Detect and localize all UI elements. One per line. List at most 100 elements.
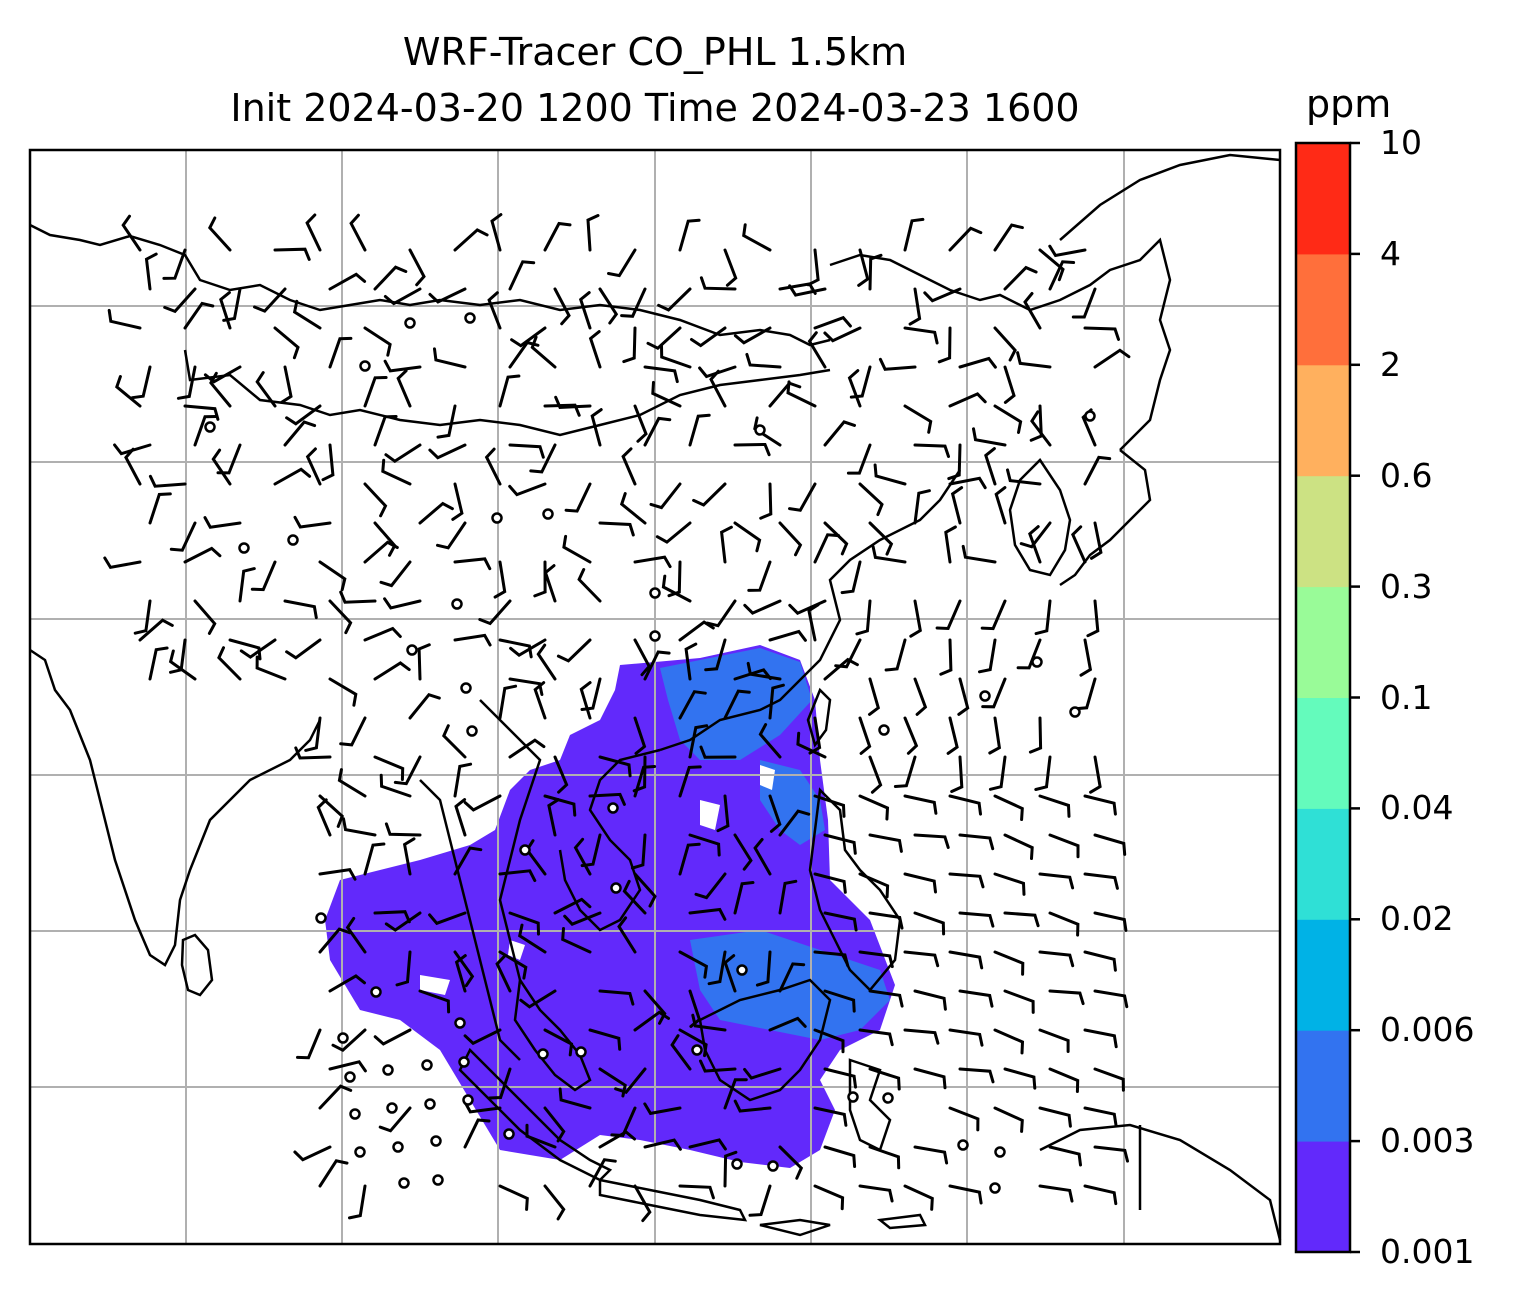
wind-barb — [993, 950, 1025, 976]
wind-barb — [417, 643, 431, 681]
wind-barb — [688, 1138, 727, 1151]
wind-barb — [402, 837, 416, 876]
calm-wind-marker — [464, 312, 476, 324]
wind-barb — [633, 638, 652, 677]
wind-barb — [373, 415, 398, 447]
wind-barb — [318, 1084, 353, 1110]
wind-barb — [884, 638, 907, 672]
wind-barb — [253, 287, 287, 313]
wind-barb — [1030, 410, 1052, 447]
wind-barb — [508, 443, 545, 459]
wind-barb — [328, 1060, 367, 1073]
calm-wind-marker — [882, 1092, 894, 1104]
wind-barb — [823, 989, 856, 1013]
wind-barb — [115, 375, 142, 408]
wind-barb — [759, 482, 773, 520]
wind-barb — [755, 950, 772, 987]
wind-barb — [384, 911, 422, 932]
colorbar-segment — [1296, 808, 1350, 920]
wind-barb — [858, 482, 884, 517]
wind-barb — [556, 638, 592, 663]
wind-barb — [980, 599, 1007, 631]
wind-barb — [1038, 1028, 1070, 1053]
wind-barb — [598, 287, 619, 325]
wind-barb — [913, 833, 950, 849]
wind-barb — [579, 681, 592, 720]
wind-barb — [554, 395, 592, 409]
wind-barb — [778, 879, 798, 915]
wind-barb — [384, 822, 422, 837]
gridlines — [30, 150, 1280, 1244]
calm-wind-marker — [386, 1102, 398, 1114]
wind-barb — [1093, 348, 1131, 369]
wind-barb — [228, 638, 262, 661]
wind-barb — [1003, 989, 1035, 1014]
wind-barb — [453, 228, 489, 252]
calm-wind-marker — [1084, 410, 1096, 422]
wind-barb — [823, 420, 856, 447]
philippines-coast — [808, 787, 902, 992]
map-title-line-2: Init 2024-03-20 1200 Time 2024-03-23 160… — [230, 86, 1080, 130]
wind-barb — [813, 794, 846, 818]
wind-barb — [667, 560, 682, 598]
mongolia-border — [183, 349, 831, 437]
colorbar-segment — [1296, 1141, 1350, 1253]
wind-barb — [563, 911, 602, 926]
calm-wind-marker — [349, 1108, 361, 1120]
wind-barb — [283, 599, 318, 620]
wind-barb — [328, 336, 353, 369]
wind-barb — [1029, 404, 1043, 442]
calm-wind-marker — [354, 1146, 366, 1158]
plume-gap-2 — [700, 800, 720, 830]
wind-barb — [1071, 287, 1097, 319]
wind-barb — [858, 1184, 894, 1203]
wind-barb — [1048, 833, 1080, 859]
russia-china-border — [829, 237, 1172, 451]
wind-barb — [363, 626, 402, 642]
wind-barb — [1048, 911, 1080, 937]
wind-barb — [788, 482, 817, 512]
wind-barb — [903, 1184, 934, 1211]
colorbar — [1294, 141, 1360, 1254]
wind-barb — [1093, 1067, 1125, 1092]
calm-wind-marker — [466, 725, 478, 737]
wind-barb — [716, 794, 730, 833]
wind-barb — [981, 677, 1007, 709]
wind-barb — [646, 326, 682, 351]
wind-barb — [428, 443, 467, 460]
wind-barb — [121, 214, 142, 252]
calm-wind-marker — [1031, 656, 1043, 668]
wind-barb — [633, 1010, 670, 1032]
wind-barb — [203, 365, 242, 384]
wind-barb — [690, 326, 727, 348]
wind-barb — [1003, 265, 1038, 291]
wind-barb — [305, 447, 322, 486]
wind-barb — [586, 214, 600, 252]
wind-barb — [745, 352, 782, 369]
wind-barb — [993, 1028, 1025, 1055]
wind-barb — [273, 247, 311, 261]
calm-wind-marker — [421, 1059, 433, 1071]
wind-barb — [321, 443, 335, 482]
wind-barb — [598, 989, 635, 1006]
wind-barb — [1083, 872, 1119, 890]
wind-barb — [950, 755, 964, 793]
wind-barb — [395, 950, 412, 987]
small-islands-south — [759, 1213, 927, 1237]
wind-barb — [768, 1016, 807, 1032]
calm-wind-marker — [767, 1160, 779, 1172]
wind-barb — [1079, 638, 1093, 677]
wind-barb — [533, 681, 547, 720]
calm-wind-marker — [424, 1098, 436, 1110]
wind-barb — [384, 443, 422, 464]
wind-barb — [453, 762, 473, 798]
wind-barb — [723, 248, 738, 287]
calm-wind-marker — [204, 421, 216, 433]
wind-barb — [946, 716, 959, 755]
wind-barb — [1003, 911, 1040, 928]
calm-wind-marker — [287, 534, 299, 546]
wind-barb — [561, 927, 592, 954]
india-coastline — [29, 648, 322, 967]
wind-barb — [633, 716, 647, 755]
wind-barb — [393, 755, 422, 786]
